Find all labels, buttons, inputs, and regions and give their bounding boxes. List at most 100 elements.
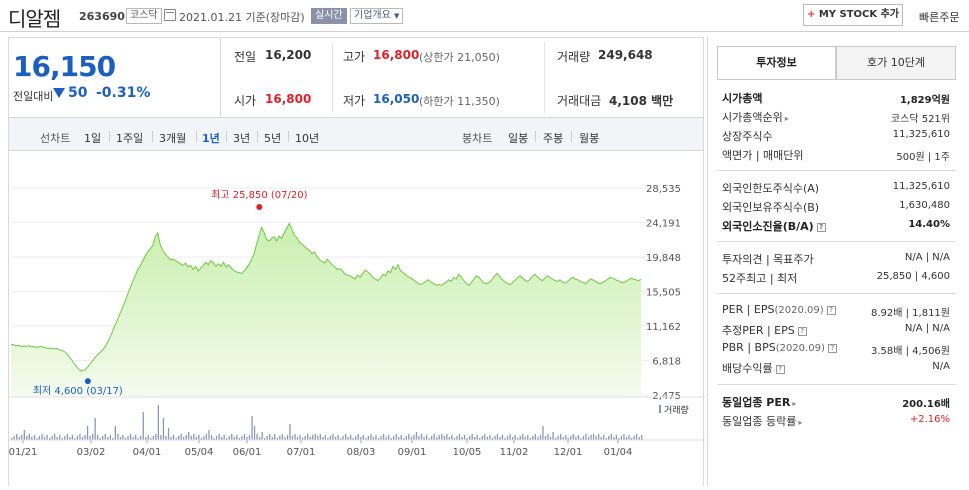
- tab-invest-info[interactable]: 투자정보: [717, 46, 836, 80]
- volume-bar: [544, 436, 547, 440]
- help-icon[interactable]: ?: [816, 222, 826, 232]
- volume-bar: [291, 436, 294, 440]
- volume-bar: [36, 438, 38, 440]
- volume-bar: [271, 437, 273, 440]
- tab-1week[interactable]: 1주일: [116, 132, 144, 145]
- volume-bar: [494, 436, 496, 440]
- market-cap-value: 1,829억원: [899, 95, 950, 106]
- volume-bar: [347, 437, 349, 440]
- volume-bar: [522, 434, 524, 440]
- volume-bar: [539, 435, 542, 440]
- volume-bar: [221, 437, 223, 440]
- volume-bar: [114, 426, 116, 440]
- volume-bar: [152, 436, 154, 440]
- triangle-icon: ▸: [792, 399, 797, 408]
- per-eps-value: 8.92배 | 1,811원: [870, 308, 950, 319]
- volume-bar: [479, 438, 481, 440]
- help-icon[interactable]: ?: [827, 343, 837, 353]
- volume-bar: [33, 435, 36, 440]
- volume-bar: [43, 437, 46, 440]
- market-cap-label: 시가총액: [722, 92, 763, 105]
- volume-bar: [580, 438, 582, 440]
- volume-bar: [26, 436, 28, 440]
- volume-bar: [557, 436, 559, 440]
- volume-bar: [195, 437, 197, 440]
- price-area: [11, 223, 641, 395]
- per-eps-text: PER | EPS: [722, 303, 775, 316]
- volume-bar: [385, 437, 387, 440]
- volume-bar: [458, 434, 461, 440]
- volume-bar: [281, 434, 283, 440]
- volume-bar: [620, 436, 623, 440]
- volume-bar: [446, 434, 448, 440]
- volume-bar: [451, 435, 453, 440]
- triangle-icon: ▸: [798, 418, 803, 427]
- volume-bar: [302, 438, 304, 440]
- sector-per-label[interactable]: 동일업종 PER ▸: [722, 394, 796, 410]
- pbr-bps-label: PBR | BPS(2020.09)?: [722, 341, 837, 354]
- volume-bar: [600, 437, 602, 440]
- tab-hoga-10[interactable]: 호가 10단계: [836, 46, 956, 80]
- volume-bar: [11, 438, 13, 440]
- x-tick-label: 04/01: [133, 447, 162, 458]
- volume-bar: [307, 434, 309, 440]
- max-marker: [256, 204, 263, 210]
- open-value: 16,800: [265, 92, 312, 106]
- volume-bar: [481, 436, 483, 440]
- volume-bar: [425, 435, 428, 440]
- tab-daily-candle[interactable]: 일봉: [508, 132, 529, 145]
- sector-change-label[interactable]: 동일업종 등락률 ▸: [722, 413, 802, 429]
- volume-bar: [350, 435, 352, 440]
- min-marker: [84, 378, 91, 385]
- volume-bar: [433, 434, 435, 440]
- volume-bar: [299, 435, 301, 440]
- volume-bar: [89, 436, 91, 440]
- listed-shares-label: 상장주식수: [722, 130, 773, 143]
- tab-5year[interactable]: 5년: [264, 132, 282, 145]
- realtime-badge[interactable]: 실시간: [311, 8, 347, 24]
- date-text: 2021.01.21 기준(장마감): [179, 11, 305, 24]
- volume-bar: [398, 437, 400, 440]
- volume-bar: [570, 436, 572, 440]
- volume-bar: [92, 434, 94, 440]
- volume-bar: [104, 434, 106, 440]
- help-icon[interactable]: ?: [826, 305, 836, 315]
- volume-bar: [79, 434, 81, 440]
- mystock-add-button[interactable]: + MY STOCK 추가: [803, 4, 903, 26]
- volume-bar: [362, 435, 364, 440]
- section-divider: [717, 170, 956, 171]
- header-divider: [0, 31, 969, 32]
- volume-bar: [13, 436, 15, 440]
- volume-bar: [562, 437, 564, 440]
- chart-area: 28,535 24,191 19,848 15,505 11,162 6,818 2,475…: [8, 151, 705, 486]
- tab-weekly-candle[interactable]: 주봉: [543, 132, 564, 145]
- help-icon[interactable]: ?: [797, 326, 807, 336]
- volume-bar: [585, 434, 587, 440]
- par-value-value: 500원 | 1주: [896, 152, 950, 163]
- section-divider: [717, 241, 956, 242]
- volume-bar: [309, 437, 311, 440]
- volume-bar: [623, 434, 625, 440]
- volume-bar: [215, 436, 218, 440]
- tab-3month[interactable]: 3개월: [159, 132, 187, 145]
- foreign-limit-value: 11,325,610: [892, 181, 950, 192]
- section-divider: [717, 384, 956, 385]
- tab-10year[interactable]: 10년: [295, 132, 320, 145]
- company-info-button[interactable]: 기업개요 ▼: [350, 8, 404, 24]
- tab-1year[interactable]: 1년: [202, 132, 220, 145]
- tab-1day[interactable]: 1일: [84, 132, 102, 145]
- x-tick-label: 07/01: [287, 447, 316, 458]
- plus-icon: +: [806, 9, 816, 20]
- volume-bar: [142, 412, 144, 440]
- volume-bar: [565, 435, 567, 440]
- volume-bar: [46, 435, 48, 440]
- volume-bar: [377, 438, 380, 440]
- volume-bar: [514, 435, 516, 440]
- volume-bar: [355, 436, 357, 440]
- tab-3year[interactable]: 3년: [233, 132, 251, 145]
- volume-bar: [99, 438, 101, 440]
- help-icon[interactable]: ?: [775, 364, 785, 374]
- volume-bar: [572, 434, 574, 440]
- tab-monthly-candle[interactable]: 월봉: [579, 132, 600, 145]
- quick-order-link[interactable]: 빠른주문: [919, 11, 960, 24]
